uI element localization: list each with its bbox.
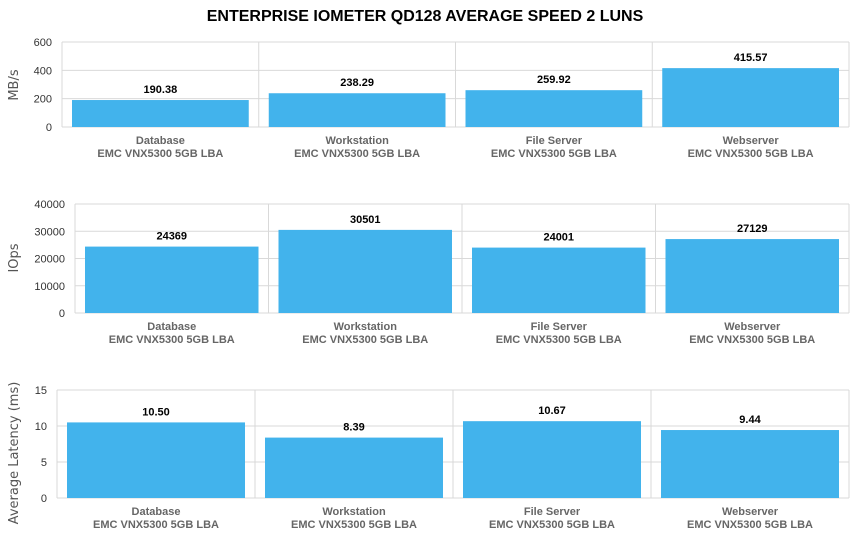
bar	[265, 437, 443, 498]
x-category-label: Webserver	[722, 506, 779, 518]
y-axis-label: Average Latency (ms)	[7, 382, 22, 525]
x-subcategory-label: EMC VNX5300 5GB LBA	[109, 334, 235, 346]
y-tick-label: 10	[35, 421, 47, 433]
data-label: 190.38	[144, 84, 178, 96]
y-tick-label: 600	[34, 37, 52, 49]
x-subcategory-label: EMC VNX5300 5GB LBA	[688, 148, 814, 160]
x-category-label: File Server	[531, 321, 588, 333]
y-tick-label: 30000	[34, 226, 65, 238]
chart-panel-2: 010000200003000040000IOps24369DatabaseEM…	[7, 199, 850, 346]
x-category-label: Database	[147, 321, 196, 333]
y-tick-label: 40000	[34, 199, 65, 211]
x-category-label: Webserver	[723, 135, 780, 147]
bar	[67, 422, 245, 498]
x-subcategory-label: EMC VNX5300 5GB LBA	[302, 334, 428, 346]
x-subcategory-label: EMC VNX5300 5GB LBA	[491, 148, 617, 160]
y-tick-label: 0	[59, 308, 65, 320]
bar	[661, 430, 839, 498]
bar	[278, 229, 452, 313]
data-label: 8.39	[343, 422, 364, 434]
y-tick-label: 400	[34, 65, 52, 77]
data-label: 10.67	[538, 405, 566, 417]
x-subcategory-label: EMC VNX5300 5GB LBA	[689, 334, 815, 346]
data-label: 24369	[156, 231, 187, 243]
data-label: 30501	[350, 214, 381, 226]
data-label: 259.92	[537, 74, 571, 86]
bar	[72, 100, 249, 127]
x-category-label: Workstation	[334, 321, 398, 333]
x-subcategory-label: EMC VNX5300 5GB LBA	[294, 148, 420, 160]
bar	[472, 247, 646, 313]
x-subcategory-label: EMC VNX5300 5GB LBA	[496, 334, 622, 346]
y-tick-label: 5	[41, 457, 47, 469]
y-axis-label: IOps	[7, 243, 22, 272]
data-label: 10.50	[142, 406, 170, 418]
y-tick-label: 200	[34, 94, 52, 106]
x-category-label: Webserver	[724, 321, 781, 333]
x-category-label: File Server	[524, 506, 581, 518]
x-category-label: Workstation	[322, 506, 386, 518]
data-label: 415.57	[734, 52, 768, 64]
data-label: 24001	[543, 232, 574, 244]
y-tick-label: 10000	[34, 281, 65, 293]
bar	[463, 421, 641, 498]
data-label: 9.44	[739, 414, 761, 426]
x-subcategory-label: EMC VNX5300 5GB LBA	[687, 519, 813, 531]
bar	[268, 93, 446, 127]
x-category-label: File Server	[526, 135, 583, 147]
x-category-label: Database	[136, 135, 185, 147]
data-label: 27129	[737, 223, 768, 235]
bar	[465, 90, 643, 127]
data-label: 238.29	[340, 77, 374, 89]
x-subcategory-label: EMC VNX5300 5GB LBA	[97, 148, 223, 160]
x-subcategory-label: EMC VNX5300 5GB LBA	[489, 519, 615, 531]
y-tick-label: 15	[35, 385, 47, 397]
x-subcategory-label: EMC VNX5300 5GB LBA	[291, 519, 417, 531]
bar	[665, 239, 839, 313]
bar	[662, 68, 839, 127]
bar	[85, 246, 259, 313]
x-category-label: Database	[132, 506, 181, 518]
x-category-label: Workstation	[325, 135, 389, 147]
y-axis-label: MB/s	[7, 69, 22, 101]
y-tick-label: 0	[41, 493, 47, 505]
y-tick-label: 20000	[34, 254, 65, 266]
y-tick-label: 0	[46, 122, 52, 134]
x-subcategory-label: EMC VNX5300 5GB LBA	[93, 519, 219, 531]
chart-title: ENTERPRISE IOMETER QD128 AVERAGE SPEED 2…	[206, 8, 644, 25]
